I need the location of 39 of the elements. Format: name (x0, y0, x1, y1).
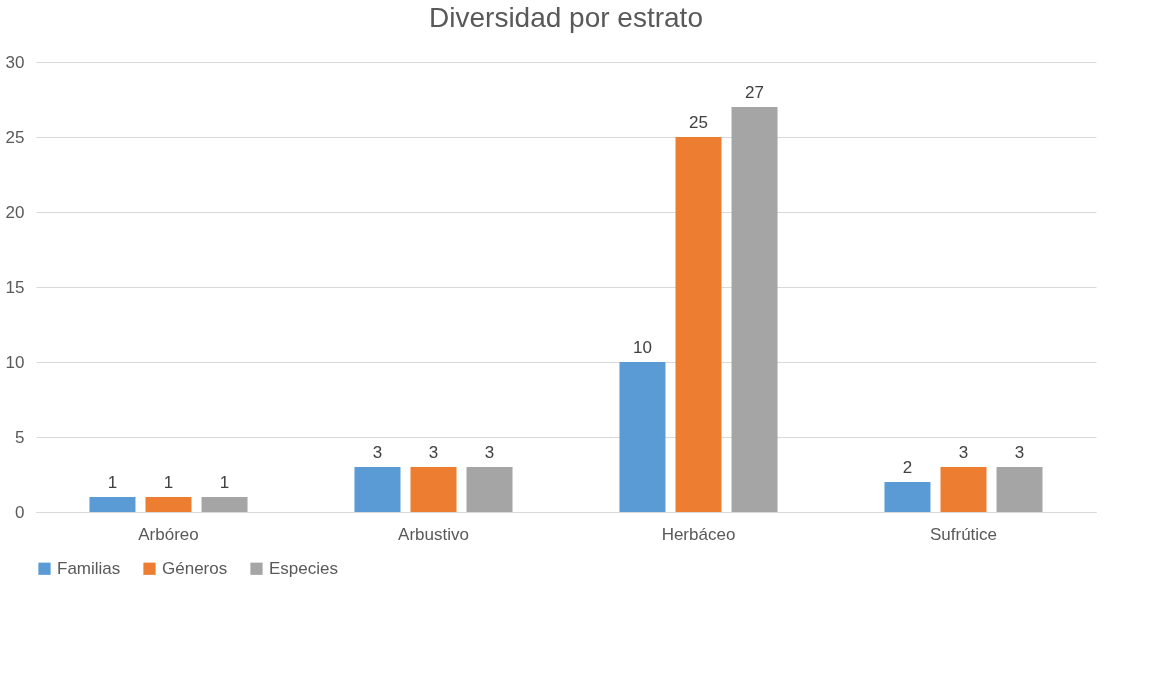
bar (145, 497, 192, 512)
data-label: 1 (107, 473, 118, 492)
data-label: 27 (745, 83, 764, 102)
data-label: 3 (484, 443, 495, 462)
data-label: 3 (372, 443, 383, 462)
bar (89, 497, 136, 512)
bar (996, 467, 1043, 512)
x-tick-label: Arbustivo (398, 524, 469, 544)
data-label: 3 (1014, 443, 1025, 462)
data-label: 1 (219, 473, 230, 492)
y-tick-label: 20 (5, 202, 25, 222)
y-tick-label: 30 (5, 52, 25, 72)
y-tick-label: 15 (5, 277, 25, 297)
bar (675, 137, 722, 512)
x-tick-label: Herbáceo (661, 524, 736, 544)
data-label: 10 (633, 338, 652, 357)
x-tick-label: Sufrútice (929, 524, 998, 544)
bar (940, 467, 987, 512)
bar (884, 482, 931, 512)
data-label: 25 (689, 113, 708, 132)
data-label: 3 (958, 443, 969, 462)
y-tick-label: 25 (5, 127, 25, 147)
legend-label: Familias (57, 558, 121, 578)
bar (731, 107, 778, 512)
legend-label: Géneros (162, 558, 228, 578)
data-label: 1 (163, 473, 174, 492)
bar (354, 467, 401, 512)
data-label: 2 (902, 458, 913, 477)
bar (410, 467, 457, 512)
x-tick-label: Arbóreo (138, 524, 199, 544)
data-label: 3 (428, 443, 439, 462)
y-tick-label: 10 (5, 352, 25, 372)
legend-label: Especies (269, 558, 338, 578)
y-tick-label: 0 (15, 502, 25, 522)
y-tick-label: 5 (15, 427, 25, 447)
bar (201, 497, 248, 512)
bar (466, 467, 513, 512)
chart-title: Diversidad por estrato (429, 2, 703, 33)
bar (619, 362, 666, 512)
